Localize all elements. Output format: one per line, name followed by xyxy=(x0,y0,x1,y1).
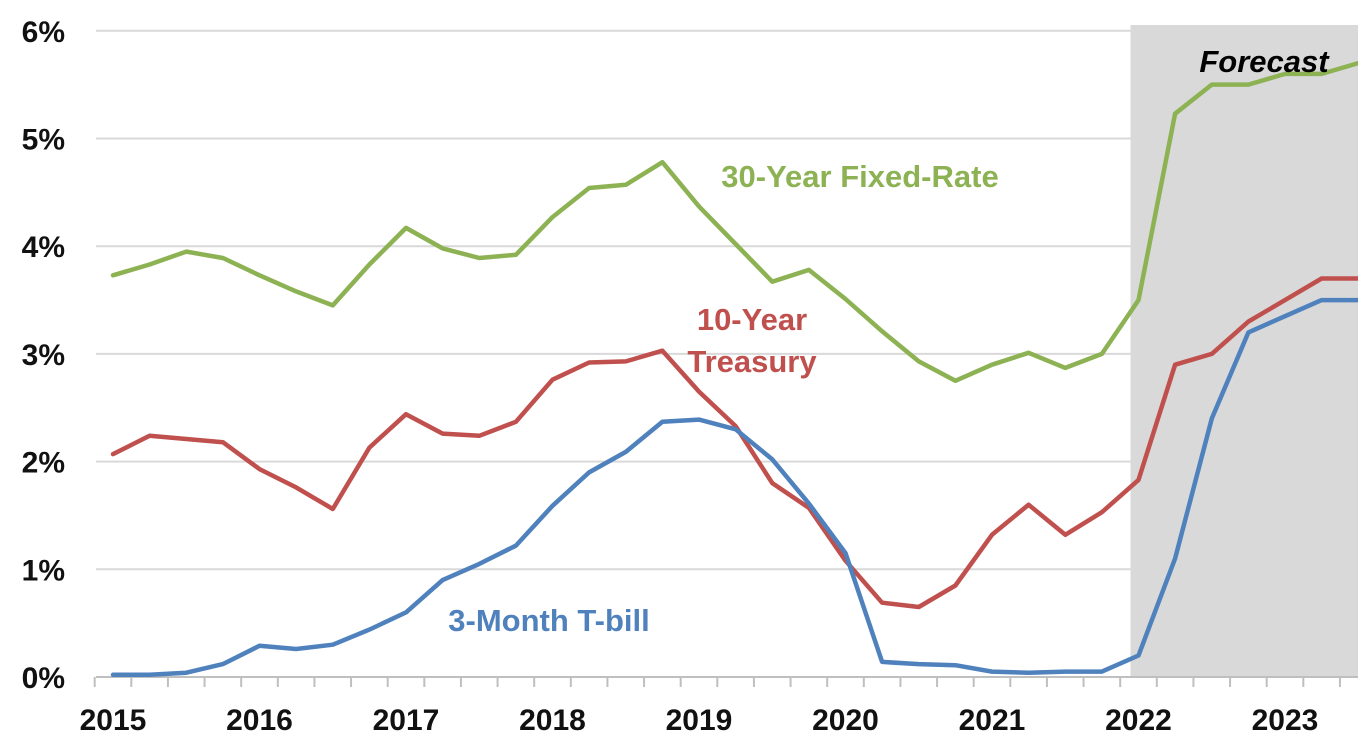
y-tick-label-2pct: 2% xyxy=(22,447,65,480)
y-tick-label-5pct: 5% xyxy=(22,124,65,157)
series-line-30-year-fixed-rate xyxy=(110,60,1358,384)
series-label-10-year-treasury-line1: 10-Year xyxy=(697,302,807,337)
gridlines xyxy=(96,29,1358,571)
series-label-3-month-t-bill: 3-Month T-bill xyxy=(448,603,649,638)
forecast-region xyxy=(1130,25,1358,677)
y-tick-label-6pct: 6% xyxy=(22,16,65,49)
forecast-label: Forecast xyxy=(1199,44,1330,79)
series-line-3-month-t-bill xyxy=(110,297,1358,678)
x-tick-label-2016: 2016 xyxy=(226,704,293,737)
y-axis-tick-labels: 0% 1% 2% 3% 4% 5% 6% xyxy=(22,16,65,695)
y-tick-label-1pct: 1% xyxy=(22,554,65,587)
y-tick-label-0pct: 0% xyxy=(22,662,65,695)
x-tick-label-2017: 2017 xyxy=(373,704,440,737)
x-tick-label-2020: 2020 xyxy=(812,704,879,737)
series-label-10-year-treasury-line2: Treasury xyxy=(687,344,817,379)
x-axis xyxy=(93,676,1358,687)
x-tick-label-2022: 2022 xyxy=(1105,704,1172,737)
series-lines xyxy=(110,60,1358,678)
y-tick-label-4pct: 4% xyxy=(22,231,65,264)
y-tick-label-3pct: 3% xyxy=(22,339,65,372)
x-tick-label-2015: 2015 xyxy=(80,704,147,737)
x-axis-tick-labels: 2015 2016 2017 2018 2019 2020 2021 2022 2023 xyxy=(80,704,1319,737)
x-tick-label-2019: 2019 xyxy=(666,704,733,737)
x-tick-label-2023: 2023 xyxy=(1252,704,1319,737)
x-tick-label-2021: 2021 xyxy=(959,704,1026,737)
series-label-30-year-fixed-rate: 30-Year Fixed-Rate xyxy=(721,159,998,194)
series-line-10-year-treasury xyxy=(110,276,1358,610)
x-tick-label-2018: 2018 xyxy=(519,704,586,737)
